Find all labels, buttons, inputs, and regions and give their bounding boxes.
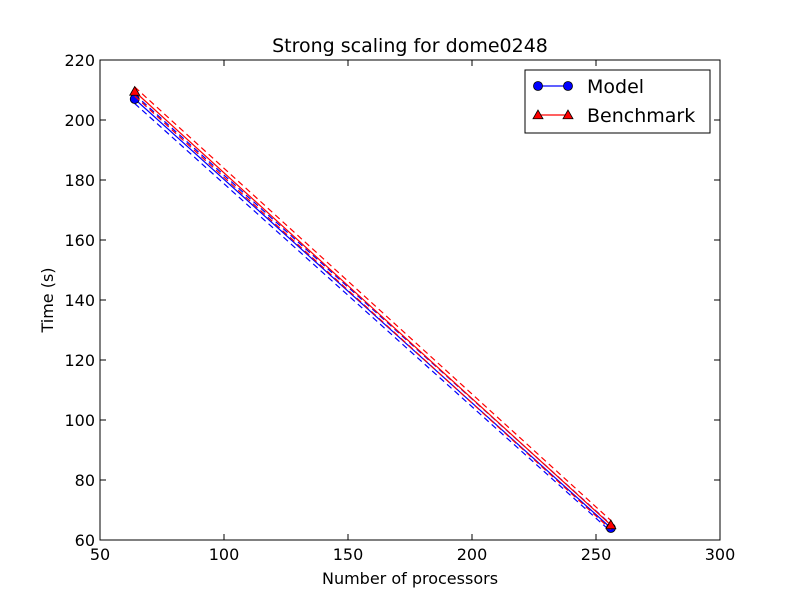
series-benchmark-lower-bound xyxy=(134,95,612,530)
x-tick-label: 300 xyxy=(705,545,736,564)
y-tick-label: 220 xyxy=(64,51,95,70)
legend-model-marker-start xyxy=(533,81,543,91)
series-model-lower-bound xyxy=(134,103,612,533)
y-tick-label: 160 xyxy=(64,231,95,250)
y-tick-label: 80 xyxy=(75,471,95,490)
legend-benchmark-marker-start xyxy=(532,109,544,120)
x-tick-label: 100 xyxy=(209,545,240,564)
y-tick-label: 140 xyxy=(64,291,95,310)
legend-benchmark-marker-end xyxy=(562,109,574,120)
series-benchmark-upper-bound xyxy=(134,86,612,521)
x-axis-label: Number of processors xyxy=(322,569,498,588)
legend-model-marker-end xyxy=(563,81,573,91)
series-benchmark-point xyxy=(605,519,617,530)
series-benchmark-line xyxy=(134,91,612,526)
series-benchmark-point xyxy=(129,85,141,96)
series-benchmark xyxy=(129,85,617,530)
legend: Model Benchmark xyxy=(524,69,711,134)
legend-frame xyxy=(524,69,711,134)
legend-benchmark-label: Benchmark xyxy=(587,105,695,127)
y-tick-label: 100 xyxy=(64,411,95,430)
plot-area xyxy=(129,85,617,533)
x-tick-label: 50 xyxy=(90,545,110,564)
legend-model-label: Model xyxy=(587,76,644,98)
y-tick-label: 120 xyxy=(64,351,95,370)
y-axis-label: Time (s) xyxy=(38,267,57,333)
x-tick-label: 250 xyxy=(581,545,612,564)
y-tick-label: 180 xyxy=(64,171,95,190)
y-tick-label: 200 xyxy=(64,111,95,130)
x-tick-label: 150 xyxy=(333,545,364,564)
x-tick-label: 200 xyxy=(457,545,488,564)
y-tick-label: 60 xyxy=(75,531,95,550)
axis-ticks: 50 100 150 200 250 300 60 80 100 120 140 160 180 200 2… xyxy=(64,51,735,564)
plot-frame xyxy=(99,59,721,541)
chart-title: Strong scaling for dome0248 xyxy=(272,35,548,57)
